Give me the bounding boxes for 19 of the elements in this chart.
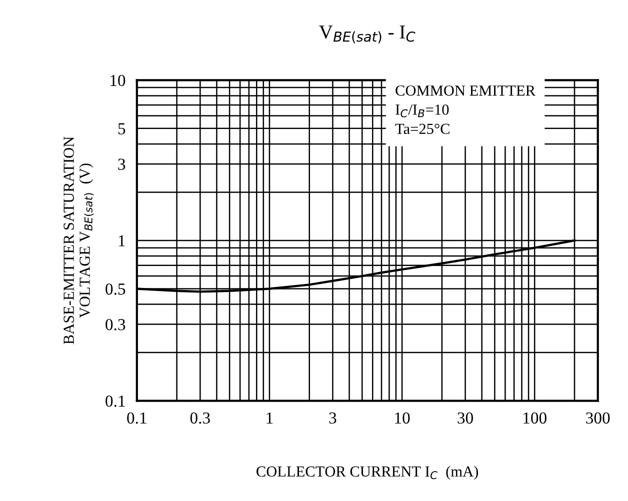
x-tick-label: 300 [586,412,610,424]
y-tick-label: 0.5 [106,283,126,295]
chart-title: V$_{BE(sat)}$ - I$_{C}$ [319,26,416,44]
x-tick-label: 30 [458,412,473,424]
x-tick-label: 10 [395,412,410,424]
y-tick-label: 0.1 [106,396,125,407]
x-tick-label: 1 [266,412,273,424]
y-tick-label: 1 [118,235,125,246]
y-tick-label: 3 [118,158,126,170]
x-axis-title: COLLECTOR CURRENT I$_{C}$ (mA) [256,466,478,480]
y-axis-title: BASE-EMITTER SATURATION VOLTAGE V$_{BE(sat)}$ (V) [64,136,94,344]
annotation: COMMON EMITTER I$_{C}$/I$_{B}$=10 Ta=25°C [395,85,536,134]
x-tick-label: 3 [329,412,336,424]
x-tick-label: 0.1 [127,412,146,424]
y-tick-label: 10 [110,74,126,86]
y-tick-label: 5 [118,123,126,134]
x-tick-label: 100 [524,412,546,424]
x-tick-label: 0.3 [190,412,210,424]
y-tick-label: 0.3 [106,319,126,330]
